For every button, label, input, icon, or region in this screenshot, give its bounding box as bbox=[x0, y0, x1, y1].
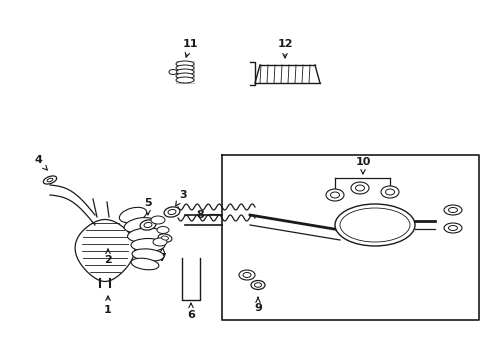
Text: 1: 1 bbox=[104, 296, 112, 315]
Text: 11: 11 bbox=[182, 39, 197, 57]
Ellipse shape bbox=[176, 69, 194, 75]
Ellipse shape bbox=[350, 182, 368, 194]
Ellipse shape bbox=[443, 205, 461, 215]
Ellipse shape bbox=[131, 238, 164, 252]
Polygon shape bbox=[75, 220, 135, 282]
Ellipse shape bbox=[176, 61, 194, 67]
Ellipse shape bbox=[144, 222, 152, 228]
Ellipse shape bbox=[380, 186, 398, 198]
Ellipse shape bbox=[447, 207, 457, 212]
Ellipse shape bbox=[169, 69, 177, 75]
Text: 2: 2 bbox=[104, 249, 112, 265]
Text: 12: 12 bbox=[277, 39, 292, 58]
Ellipse shape bbox=[355, 185, 364, 191]
Ellipse shape bbox=[334, 204, 414, 246]
Ellipse shape bbox=[127, 228, 162, 242]
Ellipse shape bbox=[243, 273, 250, 278]
Ellipse shape bbox=[132, 249, 163, 261]
Text: 10: 10 bbox=[355, 157, 370, 174]
Ellipse shape bbox=[325, 189, 343, 201]
Text: 6: 6 bbox=[187, 303, 195, 320]
Ellipse shape bbox=[239, 270, 254, 280]
Ellipse shape bbox=[176, 65, 194, 71]
Text: 5: 5 bbox=[144, 198, 151, 215]
Ellipse shape bbox=[119, 207, 146, 223]
Ellipse shape bbox=[254, 283, 261, 287]
Ellipse shape bbox=[330, 192, 339, 198]
Ellipse shape bbox=[47, 178, 53, 182]
Ellipse shape bbox=[124, 217, 156, 233]
Ellipse shape bbox=[385, 189, 394, 195]
Ellipse shape bbox=[158, 234, 172, 242]
Ellipse shape bbox=[43, 176, 57, 184]
Ellipse shape bbox=[443, 223, 461, 233]
Ellipse shape bbox=[153, 238, 167, 246]
Text: 4: 4 bbox=[34, 155, 47, 170]
Text: 8 —: 8 — bbox=[197, 210, 220, 220]
Ellipse shape bbox=[161, 236, 168, 240]
Ellipse shape bbox=[250, 280, 264, 289]
Ellipse shape bbox=[176, 73, 194, 79]
Ellipse shape bbox=[176, 77, 194, 83]
Ellipse shape bbox=[131, 258, 159, 270]
Text: 3: 3 bbox=[175, 190, 186, 206]
Ellipse shape bbox=[151, 216, 164, 224]
Text: 7: 7 bbox=[158, 247, 165, 263]
Ellipse shape bbox=[157, 226, 169, 234]
Ellipse shape bbox=[447, 225, 457, 230]
Text: 9: 9 bbox=[254, 297, 262, 313]
Ellipse shape bbox=[140, 220, 156, 230]
Ellipse shape bbox=[164, 207, 180, 217]
Ellipse shape bbox=[168, 210, 176, 215]
